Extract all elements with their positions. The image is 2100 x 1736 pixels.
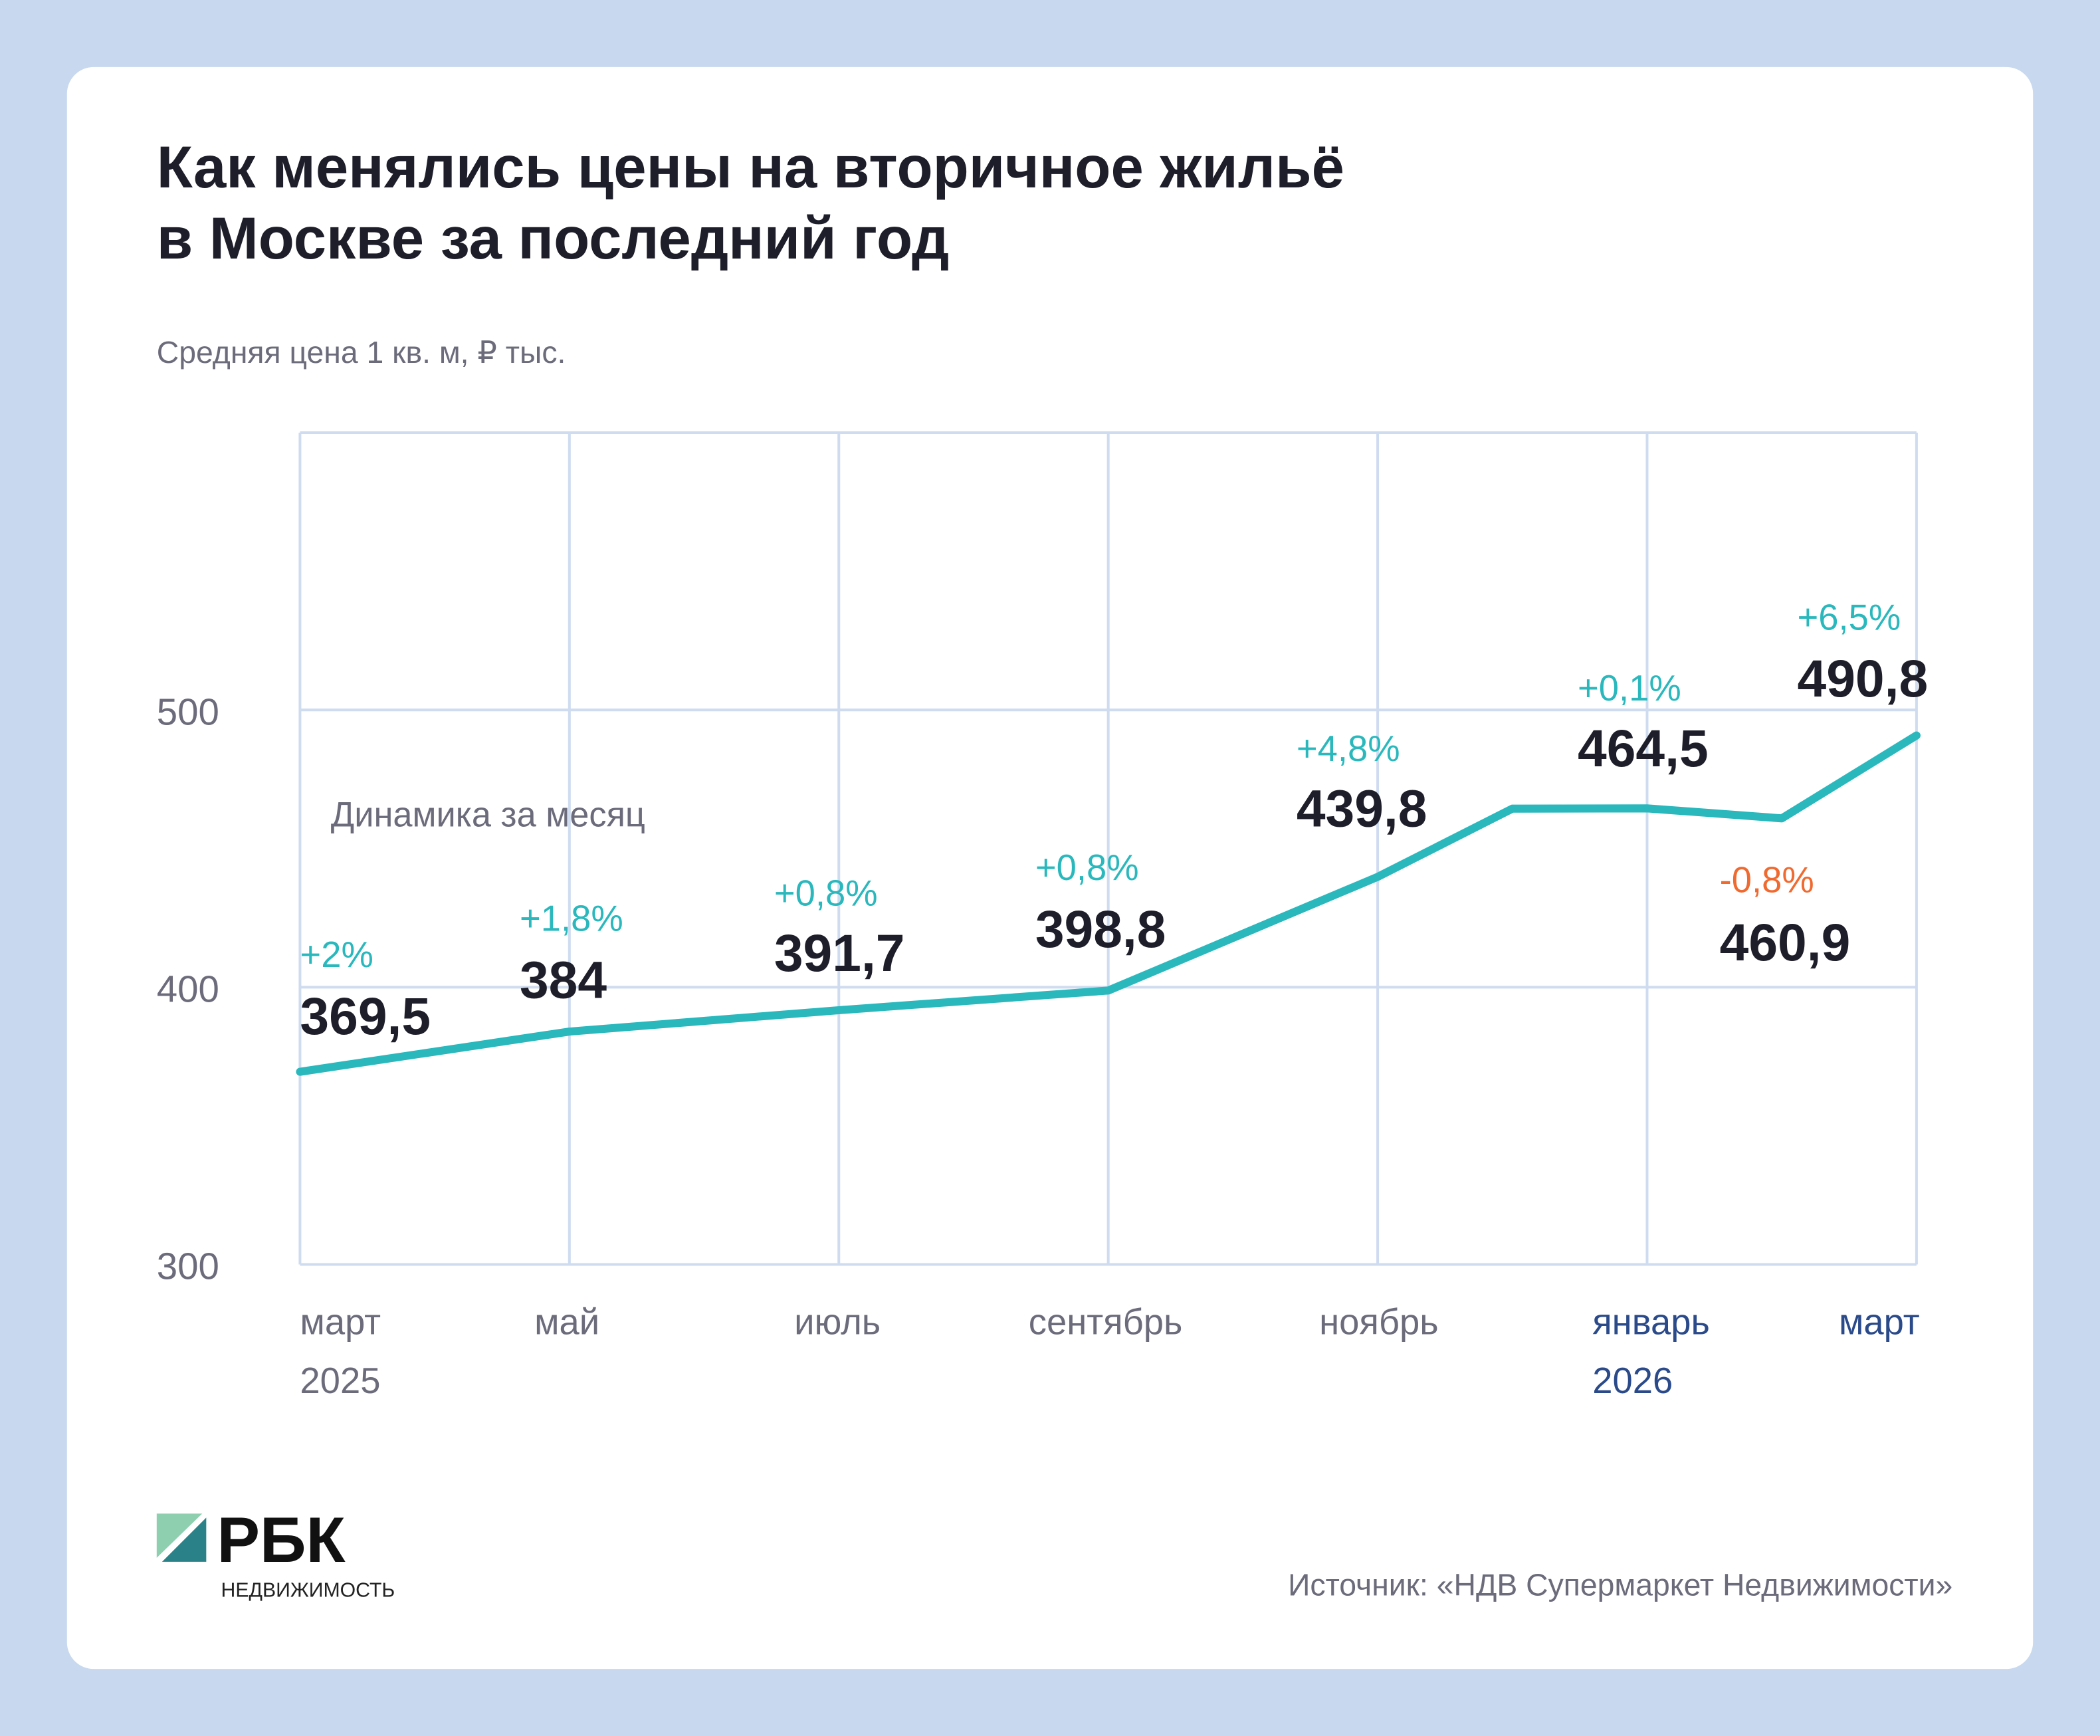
source: Источник: «НДВ Супермаркет Недвижимости»	[1288, 1567, 1952, 1602]
price-line	[296, 731, 1921, 1076]
x-tick-sep: сентябрь	[1029, 1301, 1183, 1342]
logo-text: РБК	[217, 1504, 346, 1576]
logo-subtext: НЕДВИЖИМОСТЬ	[221, 1579, 395, 1601]
value-label: 384	[520, 950, 607, 1009]
x-tick-jan: январь	[1592, 1301, 1710, 1342]
y-tick-500: 500	[157, 691, 219, 732]
x-tick-may: май	[534, 1301, 599, 1342]
x-tick-mar-2025: март	[300, 1301, 381, 1342]
value-label: 439,8	[1297, 780, 1427, 838]
title-line-2: в Москве за последний год	[157, 205, 950, 271]
title-line-1: Как менялись цены на вторичное жильё	[157, 134, 1344, 200]
change-label: +6,5%	[1798, 597, 1901, 637]
x-tick-mar-2026: март	[1839, 1301, 1920, 1342]
rbc-logo: РБК НЕДВИЖИМОСТЬ	[156, 1504, 395, 1601]
value-label: 490,8	[1798, 649, 1929, 708]
x-tick-year-2026: 2026	[1592, 1360, 1673, 1401]
y-tick-300: 300	[157, 1246, 219, 1287]
change-label: +0,8%	[1035, 847, 1139, 888]
x-tick-nov: ноябрь	[1319, 1301, 1439, 1342]
change-label: +4,8%	[1297, 728, 1400, 769]
value-label: 391,7	[774, 924, 905, 982]
change-label: +0,8%	[774, 873, 878, 913]
y-tick-400: 400	[157, 968, 219, 1010]
value-label: 460,9	[1720, 913, 1851, 972]
card	[66, 66, 2034, 1670]
value-label: 464,5	[1578, 719, 1709, 778]
change-label: +0,1%	[1578, 668, 1681, 708]
change-label-negative: -0,8%	[1720, 859, 1814, 900]
annotation: Динамика за месяц	[331, 796, 645, 835]
x-tick-jul: июль	[794, 1301, 881, 1342]
value-label: 369,5	[300, 987, 431, 1045]
x-tick-year-2025: 2025	[300, 1360, 380, 1401]
change-label: +2%	[300, 934, 373, 975]
value-label: 398,8	[1035, 900, 1166, 958]
logo-mark-light	[156, 1513, 203, 1558]
logo-mark-dark	[161, 1517, 207, 1562]
subtitle: Средняя цена 1 кв. м, ₽ тыс.	[157, 335, 566, 370]
change-label: +1,8%	[520, 899, 623, 939]
